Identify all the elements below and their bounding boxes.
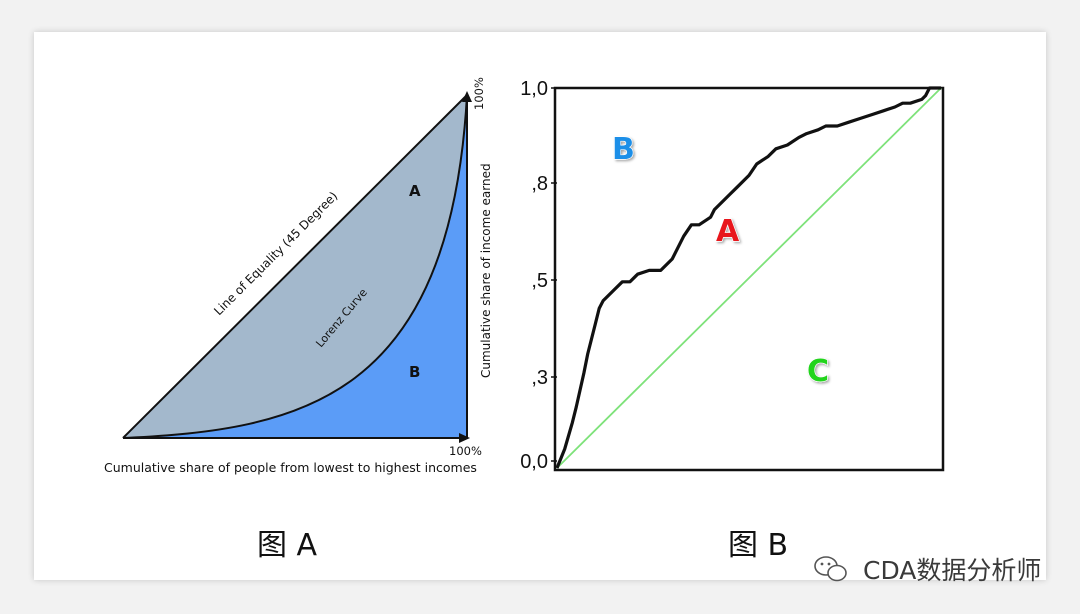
x-axis-label-a: Cumulative share of people from lowest t… [104,460,477,475]
y-tick-label: 1,0 [520,78,548,100]
region-c-label-b: C [807,354,829,389]
region-b-label-a: B [409,363,420,381]
y-axis-arrow-icon [462,91,472,102]
y-end-label-a: 100% [472,77,486,110]
area-b-region [123,95,467,438]
x-end-label-a: 100% [449,444,482,458]
y-tick-label: ,8 [531,173,548,195]
x-axis-arrow-icon [459,433,470,443]
region-a-label-b: A [716,214,740,249]
figure-a: Line of Equality (45 Degree) Lorenz Curv… [104,77,493,475]
y-tick-label: ,3 [531,367,548,389]
y-ticks-b: 1,0 ,8 ,5 ,3 0,0 [520,78,557,473]
y-axis-label-a: Cumulative share of income earned [479,163,493,378]
y-tick-label: ,5 [531,270,548,292]
lorenz-curve-b [555,86,941,469]
lorenz-curve [122,94,468,439]
wechat-icon [814,556,847,582]
watermark-text: CDA数据分析师 [863,556,1042,585]
caption-figure-a: 图 A [257,528,318,563]
y-tick-label: 0,0 [520,451,548,473]
equality-line-b [556,87,942,469]
region-b-label-b: B [612,132,635,167]
equality-line [122,94,468,439]
figure-b: 1,0 ,8 ,5 ,3 0,0 A B C [520,78,945,473]
region-a-label-a: A [409,182,421,200]
caption-figure-b: 图 B [728,528,789,563]
watermark: CDA数据分析师 [813,551,1041,587]
